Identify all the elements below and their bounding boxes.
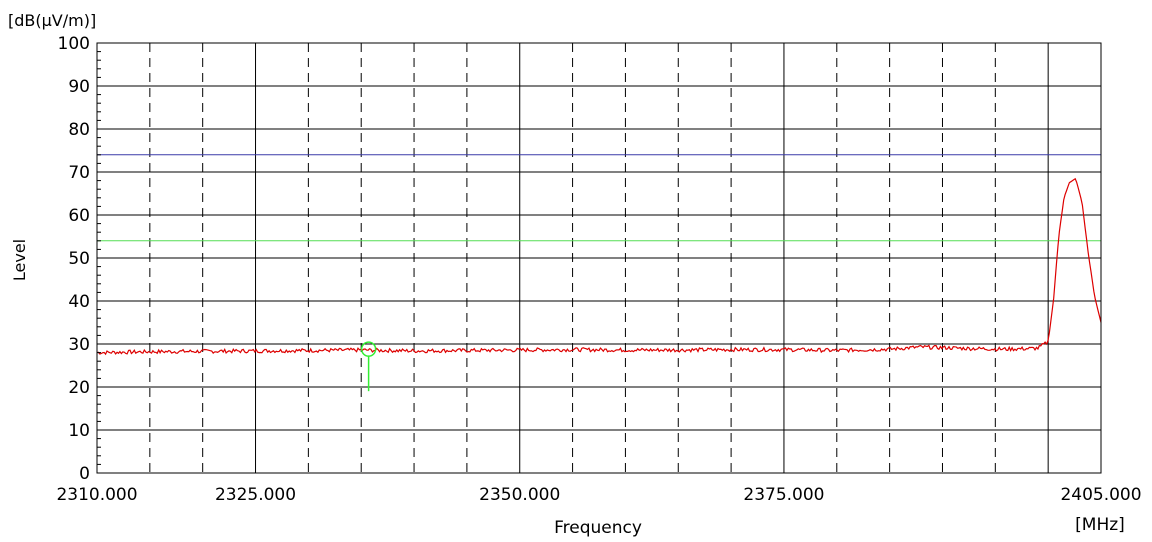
y-tick-label: 60 — [68, 206, 90, 226]
y-tick-label: 0 — [79, 464, 90, 484]
y-axis-title: Level — [10, 239, 29, 281]
y-unit-label: [dB(μV/m)] — [8, 11, 96, 30]
x-tick-label: 2405.000 — [1060, 485, 1141, 505]
x-tick-label: 2310.000 — [56, 485, 137, 505]
y-tick-label: 40 — [68, 292, 90, 312]
y-tick-label: 100 — [58, 34, 90, 54]
x-tick-label: 2325.000 — [215, 485, 296, 505]
tick-labels: 0 10 20 30 40 50 60 70 80 90 100 2310.000 2325.000 23… — [56, 34, 1141, 505]
x-unit-label: [MHz] — [1075, 515, 1125, 535]
marker-layer — [360, 341, 377, 392]
y-tick-label: 70 — [68, 163, 90, 183]
y-tick-label: 30 — [68, 335, 90, 355]
series-layer — [96, 177, 1102, 356]
y-tick-label: 20 — [68, 378, 90, 398]
y-tick-label: 80 — [68, 120, 90, 140]
x-tick-label: 2375.000 — [743, 485, 824, 505]
y-tick-label: 90 — [68, 77, 90, 97]
x-axis-title: Frequency — [554, 518, 642, 538]
y-tick-label: 50 — [68, 249, 90, 269]
x-tick-label: 2350.000 — [479, 485, 560, 505]
limit-lines — [97, 154, 1101, 242]
y-tick-label: 10 — [68, 421, 90, 441]
ticks — [97, 42, 105, 474]
trace-line — [96, 177, 1102, 356]
grid — [97, 43, 1101, 473]
